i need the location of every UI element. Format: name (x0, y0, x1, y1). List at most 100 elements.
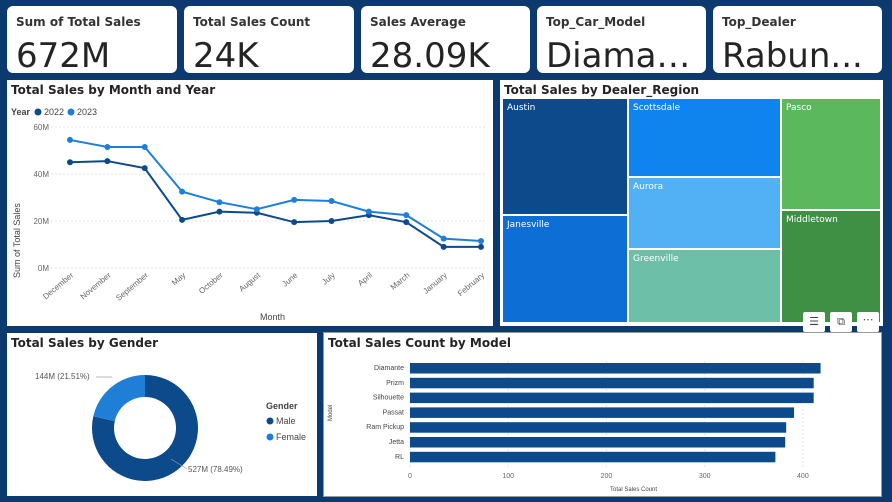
kpi-value: Diamante (546, 36, 700, 76)
kpi-title: Total Sales Count (193, 15, 311, 29)
treemap-tile-austin[interactable]: Austin (502, 98, 628, 215)
bar-chart-panel[interactable]: Total Sales Count by Model Model Total S… (323, 332, 882, 497)
y-axis-title: Model (328, 405, 334, 421)
data-point-2022[interactable] (104, 158, 111, 165)
data-point-2023[interactable] (291, 196, 298, 203)
data-point-2023[interactable] (179, 188, 186, 195)
kpi-card-sales-count[interactable]: Total Sales Count 24K (184, 6, 354, 76)
x-tick-label: February (456, 271, 486, 298)
data-point-2023[interactable] (104, 143, 111, 150)
x-tick-label: November (79, 270, 113, 301)
y-tick-label: 40M (33, 170, 49, 179)
bar-ram-pickup[interactable] (410, 422, 787, 433)
treemap-tile-middletown[interactable]: Middletown (781, 210, 881, 323)
donut-chart[interactable]: 144M (21.51%) 527M (78.49%) Gender Male … (7, 333, 317, 496)
data-point-2022[interactable] (440, 243, 447, 250)
data-point-2023[interactable] (365, 208, 372, 215)
x-axis-title: Total Sales Count (610, 487, 657, 493)
filter-icon[interactable]: ☰ (803, 312, 825, 332)
data-point-2023[interactable] (403, 212, 410, 219)
legend-label-female: Female (276, 432, 306, 442)
data-point-2023[interactable] (216, 199, 223, 206)
donut-slice-female[interactable] (93, 375, 145, 422)
data-point-2023[interactable] (478, 237, 484, 244)
treemap-tile-aurora[interactable]: Aurora (628, 177, 781, 249)
x-tick-label: December (41, 270, 75, 301)
data-label-female: 144M (21.51%) (35, 372, 90, 381)
kpi-card-sales-average[interactable]: Sales Average 28.09K (361, 6, 530, 76)
bar-rl[interactable] (410, 451, 776, 463)
bar-diamante[interactable] (410, 363, 821, 374)
data-point-2022[interactable] (179, 216, 186, 223)
data-point-2022[interactable] (216, 208, 223, 215)
bar-passat[interactable] (410, 407, 795, 418)
legend-marker-male (266, 417, 274, 425)
data-point-2022[interactable] (141, 165, 148, 172)
kpi-title: Top_Dealer (722, 15, 796, 29)
y-tick-label: Diamante (374, 365, 404, 372)
x-tick-label: May (170, 271, 187, 288)
panel-title: Total Sales by Gender (11, 336, 159, 350)
treemap-tile-scottsdale[interactable]: Scottsdale (628, 98, 781, 177)
y-tick-label: Jetta (389, 439, 404, 446)
tile-label: Janesville (507, 220, 550, 230)
y-tick-label: Silhouette (373, 395, 404, 402)
legend-marker-2023 (67, 108, 75, 116)
y-tick-label: 0M (38, 264, 49, 273)
more-options-icon[interactable]: ⋯ (857, 312, 879, 332)
data-point-2023[interactable] (440, 235, 447, 242)
donut-slice-male[interactable] (91, 375, 198, 481)
legend-marker-2022 (34, 108, 42, 116)
tile-label: Greenville (633, 254, 679, 264)
treemap-tile-pasco[interactable]: Pasco (781, 98, 881, 210)
bar-chart[interactable]: Model Total Sales Count 0 100 200 300 400 Di… (324, 333, 881, 496)
treemap-tile-greenville[interactable]: Greenville (628, 249, 781, 323)
data-point-2023[interactable] (141, 143, 148, 150)
y-tick-label: 20M (33, 217, 49, 226)
data-label-male: 527M (78.49%) (188, 465, 243, 474)
data-point-2023[interactable] (67, 136, 73, 143)
data-point-2022[interactable] (403, 219, 410, 226)
x-tick-label: 200 (601, 473, 613, 480)
bar-silhouette[interactable] (410, 392, 814, 404)
x-tick-label: October (197, 270, 225, 295)
data-point-2022[interactable] (328, 218, 335, 224)
focus-mode-icon[interactable]: ⧉ (830, 312, 852, 332)
bar-jetta[interactable] (410, 437, 786, 448)
line-chart-panel[interactable]: Total Sales by Month and Year Year 2022 … (7, 80, 493, 326)
panel-title: Total Sales by Month and Year (11, 83, 216, 97)
kpi-value: Rabun... (722, 36, 863, 76)
kpi-card-total-sales[interactable]: Sum of Total Sales 672M (7, 6, 177, 76)
data-point-2023[interactable] (328, 198, 335, 205)
kpi-card-top-car-model[interactable]: Top_Car_Model Diamante (537, 6, 706, 76)
tile-label: Pasco (786, 103, 812, 113)
treemap-tile-janesville[interactable]: Janesville (502, 215, 628, 323)
series-line-2023[interactable] (69, 138, 482, 242)
legend-title: Gender (266, 401, 298, 411)
legend-title: Year (11, 107, 31, 117)
data-point-2022[interactable] (67, 159, 73, 166)
legend-marker-female (266, 433, 274, 441)
y-tick-label: Passat (383, 409, 404, 416)
x-axis-title: Month (260, 312, 285, 322)
x-tick-label: April (356, 271, 374, 288)
x-tick-label: 300 (699, 473, 711, 480)
panel-title: Total Sales Count by Model (328, 336, 511, 350)
kpi-title: Sum of Total Sales (16, 15, 141, 29)
kpi-title: Top_Car_Model (546, 15, 646, 29)
treemap-panel[interactable]: Total Sales by Dealer_Region Austin Jane… (500, 80, 883, 332)
line-chart[interactable]: Year 2022 2023 Sum of Total Sales Month … (7, 80, 493, 326)
kpi-value: 24K (193, 36, 259, 76)
x-tick-label: July (320, 271, 337, 287)
series-line-2022[interactable] (69, 160, 481, 248)
donut-chart-panel[interactable]: Total Sales by Gender 144M (21.51%) 527M… (7, 333, 317, 496)
data-point-2022[interactable] (478, 243, 484, 250)
legend-label-2023: 2023 (77, 107, 97, 117)
y-axis-title: Sum of Total Sales (12, 203, 22, 278)
data-point-2022[interactable] (291, 219, 298, 226)
bar-prizm[interactable] (410, 377, 814, 389)
data-point-2023[interactable] (253, 206, 260, 213)
legend-label-2022: 2022 (44, 107, 64, 117)
kpi-value: 28.09K (370, 36, 490, 76)
kpi-card-top-dealer[interactable]: Top_Dealer Rabun... (713, 6, 882, 76)
